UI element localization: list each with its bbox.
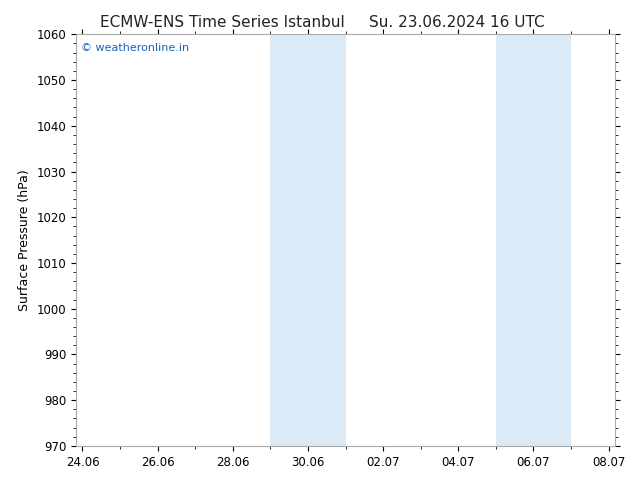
Text: ECMW-ENS Time Series Istanbul: ECMW-ENS Time Series Istanbul — [100, 15, 344, 30]
Bar — [496, 34, 533, 446]
Bar — [533, 34, 571, 446]
Text: Su. 23.06.2024 16 UTC: Su. 23.06.2024 16 UTC — [368, 15, 545, 30]
Bar — [270, 34, 308, 446]
Y-axis label: Surface Pressure (hPa): Surface Pressure (hPa) — [18, 169, 31, 311]
Text: © weatheronline.in: © weatheronline.in — [81, 43, 190, 52]
Bar — [308, 34, 346, 446]
